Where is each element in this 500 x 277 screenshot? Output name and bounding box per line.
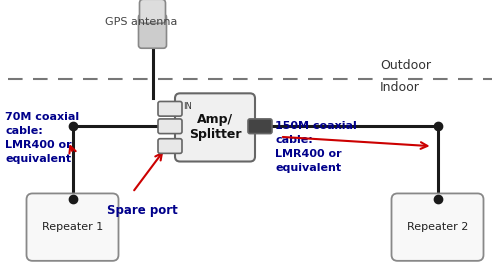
- FancyBboxPatch shape: [158, 101, 182, 116]
- Text: Spare port: Spare port: [107, 204, 178, 217]
- Text: 150M coaxial
cable:
LMR400 or
equivalent: 150M coaxial cable: LMR400 or equivalent: [275, 121, 357, 173]
- FancyBboxPatch shape: [140, 0, 166, 23]
- Text: 70M coaxial
cable:
LMR400 or
equivalent: 70M coaxial cable: LMR400 or equivalent: [5, 112, 79, 165]
- FancyBboxPatch shape: [175, 93, 255, 161]
- Text: Indoor: Indoor: [380, 81, 420, 94]
- Text: Repeater 2: Repeater 2: [407, 222, 468, 232]
- Text: Amp/
Splitter: Amp/ Splitter: [189, 113, 241, 142]
- FancyBboxPatch shape: [248, 119, 272, 134]
- FancyBboxPatch shape: [158, 119, 182, 134]
- Text: IN: IN: [183, 102, 192, 111]
- Text: Outdoor: Outdoor: [380, 59, 431, 71]
- FancyBboxPatch shape: [158, 139, 182, 153]
- Text: GPS antenna: GPS antenna: [105, 17, 178, 27]
- FancyBboxPatch shape: [392, 193, 484, 261]
- Text: Repeater 1: Repeater 1: [42, 222, 103, 232]
- FancyBboxPatch shape: [138, 14, 166, 48]
- FancyBboxPatch shape: [26, 193, 118, 261]
